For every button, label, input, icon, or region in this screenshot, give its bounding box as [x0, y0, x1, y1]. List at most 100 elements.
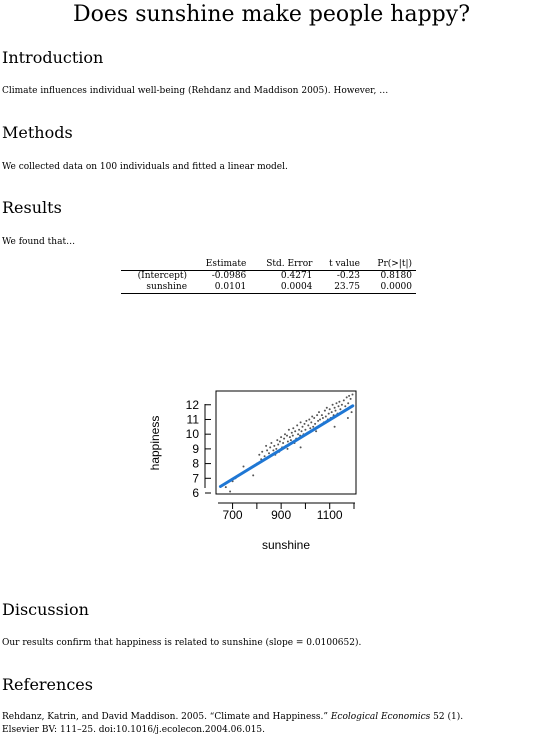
data-point [229, 490, 232, 493]
data-point [324, 415, 327, 418]
data-point [224, 486, 227, 489]
table-header-row: Estimate Std. Error t value Pr(>|t|) [121, 259, 416, 271]
data-point [317, 419, 320, 422]
reference-authors: Rehdanz, Katrin, and David Maddison. 200… [2, 712, 328, 722]
introduction-text: Climate influences individual well-being… [2, 86, 389, 96]
data-point [294, 430, 297, 433]
data-point [338, 400, 341, 403]
data-point [252, 474, 255, 477]
data-point [292, 427, 295, 430]
table-cell: 0.4271 [280, 271, 313, 281]
reference-journal: Ecological Economics [330, 712, 431, 722]
table-cell: sunshine [121, 282, 192, 294]
data-point [333, 425, 336, 428]
x-axis-label: sunshine [262, 538, 310, 552]
fit-line [218, 404, 355, 488]
table-cell: 0.0101 [191, 282, 251, 294]
data-point [300, 430, 303, 433]
table-cell: 0.0004 [250, 282, 317, 294]
data-point [339, 408, 342, 411]
data-point [270, 442, 273, 444]
data-point [261, 450, 264, 453]
data-point [344, 405, 347, 408]
x-tick-label: 1100 [317, 508, 343, 522]
data-point [286, 440, 289, 443]
results-text: We found that… [2, 237, 76, 247]
data-point [310, 421, 313, 424]
reference-entry: Rehdanz, Katrin, and David Maddison. 200… [2, 711, 537, 737]
data-point [265, 444, 268, 447]
data-point [346, 417, 349, 419]
data-point [325, 406, 328, 409]
data-point [280, 436, 283, 439]
methods-text: We collected data on 100 individuals and… [2, 162, 288, 172]
data-point [258, 453, 261, 456]
y-tick-label: 12 [186, 398, 200, 412]
table-cell: 0.8180 [380, 271, 413, 281]
table-cell: (Intercept) [137, 271, 188, 281]
data-point [303, 422, 306, 425]
data-point [284, 433, 286, 436]
data-point [297, 433, 300, 436]
data-point [350, 411, 353, 414]
y-tick-label: 6 [192, 486, 199, 500]
table-header: Pr(>|t|) [363, 259, 416, 271]
table-cell: 0.0000 [363, 282, 416, 294]
table-header: Estimate [191, 259, 251, 271]
data-point [242, 465, 245, 468]
data-point [287, 428, 290, 431]
data-point [290, 431, 293, 434]
data-point [335, 402, 338, 405]
section-heading-introduction: Introduction [2, 48, 104, 67]
y-axis-label: happiness [148, 416, 162, 471]
data-point [263, 455, 266, 458]
data-point [266, 449, 269, 452]
data-point [286, 434, 288, 437]
table-cell: -0.23 [336, 271, 360, 281]
data-point [315, 430, 318, 433]
data-point [291, 434, 294, 437]
data-point [312, 425, 315, 428]
reference-issue: 52 (1). [433, 712, 464, 722]
data-point [275, 447, 278, 450]
data-point [273, 444, 276, 447]
data-point [286, 447, 289, 450]
data-point [288, 436, 291, 439]
table-cell: -0.0986 [211, 271, 247, 281]
data-point [272, 449, 275, 452]
data-point [305, 419, 308, 422]
data-point [327, 412, 330, 415]
data-point [342, 399, 345, 402]
data-point [296, 424, 299, 427]
section-heading-discussion: Discussion [2, 600, 89, 619]
y-tick-label: 9 [192, 442, 199, 456]
data-point [349, 397, 352, 400]
y-tick-label: 7 [192, 471, 199, 485]
data-point [345, 396, 348, 399]
y-tick-label: 10 [186, 427, 200, 441]
data-point [337, 405, 340, 408]
table-row: sunshine 0.0101 0.0004 23.75 0.0000 [121, 282, 416, 294]
data-point [330, 411, 333, 414]
data-point [348, 394, 351, 397]
data-point [321, 417, 324, 419]
data-point [268, 452, 270, 455]
y-tick-label: 11 [187, 412, 200, 426]
data-point [331, 403, 334, 406]
data-point [289, 439, 292, 442]
section-heading-references: References [2, 675, 93, 694]
discussion-text: Our results confirm that happiness is re… [2, 638, 362, 648]
data-point [318, 411, 320, 414]
data-point [314, 422, 317, 425]
data-point [277, 443, 280, 446]
table-row: (Intercept) -0.0986 0.4271 -0.23 0.8180 [121, 271, 416, 283]
data-point [309, 427, 312, 430]
section-heading-results: Results [2, 198, 62, 217]
data-point [319, 418, 321, 421]
data-point [313, 417, 316, 419]
section-heading-methods: Methods [2, 123, 73, 142]
data-point [299, 421, 302, 424]
table-header [121, 259, 192, 271]
x-tick-label: 900 [271, 508, 291, 522]
